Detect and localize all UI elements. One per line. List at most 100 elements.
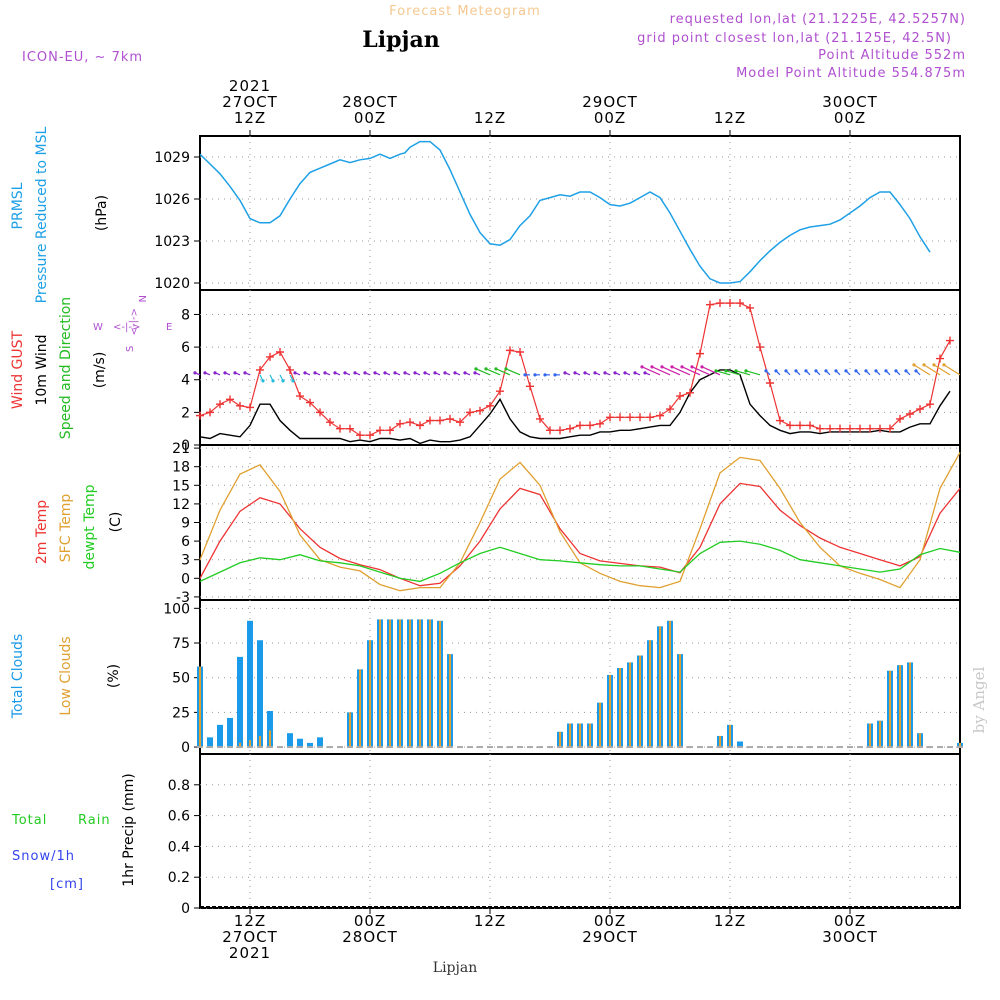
cloud-baseline-mark [527, 746, 533, 749]
compass-n: N [136, 295, 147, 302]
pressure-labels: PRMSL Pressure Reduced to MSL (hPa) [10, 126, 110, 303]
cloud-baseline-mark [847, 746, 853, 749]
wind-direction-head [223, 371, 227, 375]
wind-gust-marker [566, 424, 574, 433]
wind-direction-head [914, 369, 918, 373]
wind-gust-marker [476, 406, 484, 415]
cloud-baseline-mark [687, 746, 693, 749]
wind-direction-head [593, 371, 597, 375]
cloud-baseline-mark [237, 746, 243, 749]
wind-gust-marker [696, 349, 704, 358]
temperature-labels: 2m Temp SFC Temp dewpt Temp (C) [34, 484, 124, 569]
cloud-baseline-mark [787, 746, 793, 749]
wind-direction-head [623, 371, 627, 375]
bottom-time-label: 2021 [229, 944, 271, 962]
low-clouds-bar [629, 662, 631, 748]
precipitation-ytick-label: 0.4 [168, 839, 190, 855]
wind-label-dir: Speed and Direction [58, 297, 74, 439]
cloud-baseline-mark [497, 746, 503, 749]
wind-direction-head [603, 371, 607, 375]
low-clouds-bar [239, 742, 241, 748]
wind-gust-marker [306, 398, 314, 407]
compass-w: W [93, 322, 103, 333]
wind-gust-marker [226, 395, 234, 404]
low-clouds-bar [429, 619, 431, 748]
pressure-label-2: Pressure Reduced to MSL [34, 126, 50, 303]
wind-direction-head [874, 369, 878, 373]
wind-direction-head [484, 367, 488, 371]
wind-direction-head [533, 373, 537, 377]
wind-gust-marker [796, 421, 804, 430]
top-time-label: 27OCT [222, 93, 278, 111]
total-clouds-bar [297, 738, 303, 748]
total-clouds-bar [207, 737, 213, 748]
wind-gust-marker [266, 352, 274, 361]
bottom-time-label: 00Z [594, 912, 626, 930]
wind-gust-marker [746, 303, 754, 312]
wind-gust-marker [666, 405, 674, 414]
precip-label-rain: Rain [78, 813, 111, 828]
wind-gust-marker [436, 416, 444, 425]
wind-gust-marker [496, 387, 504, 396]
bottom-time-label: 29OCT [582, 928, 638, 946]
wind-gust-marker [706, 300, 714, 309]
wind-direction-head [293, 371, 297, 375]
low-clouds-bar [579, 723, 581, 748]
temperature-ytick-label: 9 [181, 516, 190, 532]
wind-gust-marker [676, 392, 684, 401]
wind-direction-head [353, 371, 357, 375]
precip-label-snow: Snow/1h [12, 849, 75, 864]
cloud-baseline-mark [657, 746, 663, 749]
cloud-labels: Total Clouds Low Clouds (%) [10, 634, 122, 719]
cloud-baseline-mark [447, 746, 453, 749]
cloud-baseline-mark [587, 746, 593, 749]
wind-direction-head [884, 369, 888, 373]
top-time-label: 12Z [474, 109, 506, 127]
wind-direction-head [794, 369, 798, 373]
cloud-baseline-mark [547, 746, 553, 749]
low-clouds-bar [569, 723, 571, 748]
cloud-baseline-mark [287, 746, 293, 749]
wind-direction-head [643, 371, 647, 375]
wind-gust-marker [286, 365, 294, 374]
precipitation-ytick-label: 0.6 [168, 809, 190, 825]
cloud-baseline-mark [637, 746, 643, 749]
wind-gust-marker [756, 343, 764, 352]
wind-gust-marker [296, 392, 304, 401]
wind-gust-marker [586, 421, 594, 430]
wind-direction-head [854, 369, 858, 373]
cloud-baseline-mark [197, 746, 203, 749]
temp-label-sfc: SFC Temp [58, 494, 74, 563]
wind-gust-marker [816, 424, 824, 433]
temperature-ytick-label: 3 [181, 553, 190, 569]
top-time-label: 00Z [594, 109, 626, 127]
low-clouds-bar [449, 654, 451, 748]
clouds-ytick-label: 25 [172, 705, 190, 721]
low-clouds-bar [399, 619, 401, 748]
clouds-panel: 0 25 50 75 100 [163, 599, 963, 756]
wind-direction-head [373, 371, 377, 375]
total-clouds-bar [317, 737, 323, 748]
precipitation-ytick-label: 0.8 [168, 778, 190, 794]
temp-dewpt-line [199, 540, 961, 583]
bottom-time-label: 12Z [714, 912, 746, 930]
low-clouds-bar [879, 720, 881, 748]
wind-gust-marker [806, 421, 814, 430]
wind-gust-marker [206, 408, 214, 417]
wind-direction-head [271, 379, 275, 383]
wind-gust-marker [336, 424, 344, 433]
wind-gust-marker [606, 413, 614, 422]
wind-gust-marker [646, 413, 654, 422]
low-clouds-bar [369, 640, 371, 748]
cloud-baseline-mark [417, 746, 423, 749]
wind-gust-marker [556, 426, 564, 435]
low-clouds-bar [609, 674, 611, 748]
wind-gust-marker [736, 299, 744, 308]
wind-direction-arrow [943, 364, 961, 376]
wind-direction-head [323, 371, 327, 375]
wind-direction-arrow [933, 364, 951, 376]
wind-direction-head [670, 365, 674, 369]
wind-gust-marker [916, 405, 924, 414]
cloud-baseline-mark [877, 746, 883, 749]
wind-direction-arrow [913, 364, 931, 376]
